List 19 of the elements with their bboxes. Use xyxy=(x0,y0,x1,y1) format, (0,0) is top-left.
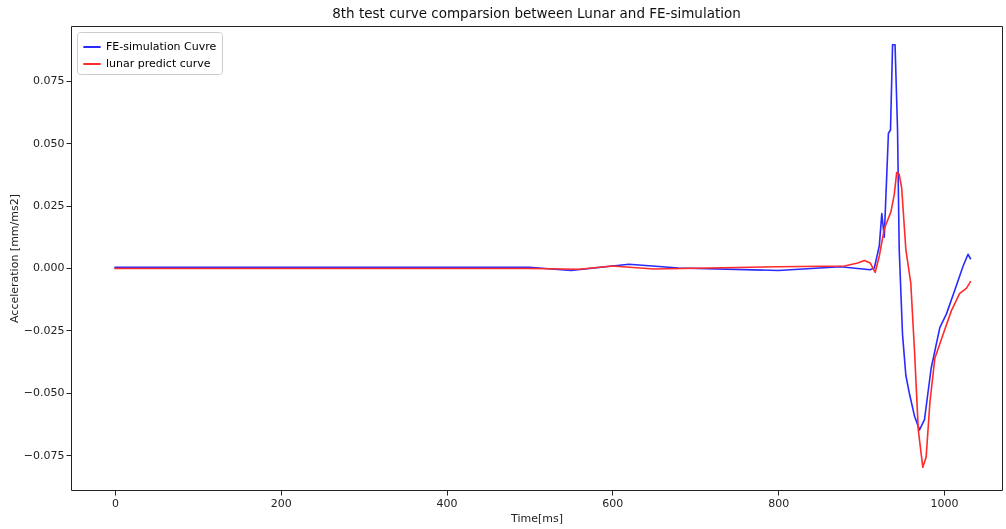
y-tick-label: −0.075 xyxy=(23,448,65,462)
legend-label: lunar predict curve xyxy=(106,57,211,70)
x-tick-label: 200 xyxy=(270,496,292,510)
x-tick-label: 400 xyxy=(436,496,458,510)
legend-label: FE-simulation Cuvre xyxy=(106,40,217,53)
y-tick-label: −0.050 xyxy=(23,386,65,400)
x-tick-label: 800 xyxy=(768,496,790,510)
x-tick-label: 600 xyxy=(602,496,624,510)
x-tick-label: 0 xyxy=(111,496,119,510)
y-axis-title: Acceleration [mm/ms2] xyxy=(7,193,21,324)
y-tick-label: 0.050 xyxy=(33,136,65,150)
x-tick-label: 1000 xyxy=(930,496,959,510)
y-tick-label: 0.025 xyxy=(33,199,65,213)
x-axis-title: Time[ms] xyxy=(510,511,563,525)
y-tick-label: 0.075 xyxy=(33,74,65,88)
y-tick-label: 0.000 xyxy=(33,261,65,275)
y-tick-label: −0.025 xyxy=(23,323,65,337)
chart-title: 8th test curve comparsion between Lunar and FE-simulation xyxy=(332,4,741,21)
line-series xyxy=(114,171,972,469)
